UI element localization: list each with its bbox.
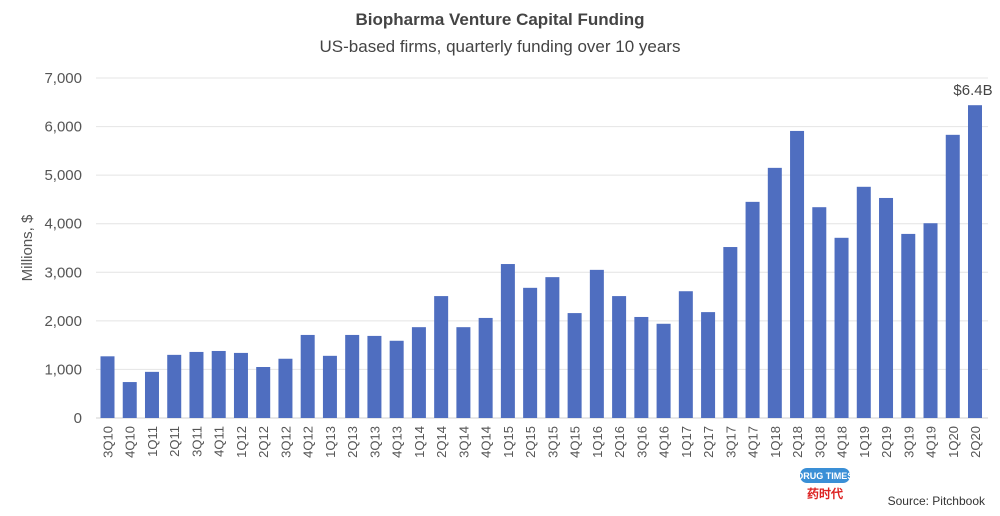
bar-4Q13	[389, 340, 404, 418]
bar-1Q18	[767, 167, 782, 418]
x-tick-label: 1Q11	[145, 426, 160, 457]
bar-2Q20	[968, 105, 982, 418]
bar-1Q19	[856, 186, 871, 418]
x-tick-label: 4Q12	[301, 426, 316, 458]
watermark-line1: DRUG TIMES	[797, 471, 854, 481]
x-tick-label: 4Q13	[390, 426, 405, 458]
bar-1Q16	[589, 269, 604, 418]
bar-1Q20	[945, 134, 960, 419]
chart-subtitle: US-based firms, quarterly funding over 1…	[320, 37, 681, 56]
x-tick-label: 1Q15	[501, 426, 516, 458]
bar-2Q16	[612, 296, 627, 418]
x-tick-label: 3Q11	[189, 426, 204, 457]
x-tick-label: 4Q11	[212, 426, 227, 457]
x-tick-label: 1Q14	[412, 426, 427, 458]
bar-2Q19	[879, 197, 894, 418]
bar-1Q15	[500, 264, 515, 418]
x-tick-label: 3Q15	[545, 426, 560, 458]
x-tick-label: 2Q20	[968, 426, 983, 458]
x-tick-label: 4Q10	[123, 426, 138, 458]
bar-4Q10	[122, 382, 137, 418]
y-tick-label: 6,000	[44, 119, 82, 136]
x-tick-label: 3Q17	[723, 426, 738, 458]
x-tick-label: 1Q16	[590, 426, 605, 458]
x-tick-label: 4Q18	[835, 426, 850, 458]
x-tick-label: 3Q14	[456, 426, 471, 458]
x-tick-label: 1Q13	[323, 426, 338, 458]
bar-3Q16	[634, 316, 649, 418]
x-tick-label: 3Q16	[634, 426, 649, 458]
bar-2Q15	[523, 287, 538, 418]
bar-3Q18	[812, 207, 827, 418]
bar-2Q14	[434, 296, 449, 418]
x-tick-label: 4Q19	[924, 426, 939, 458]
bar-3Q14	[456, 327, 471, 418]
y-tick-label: 7,000	[44, 70, 82, 87]
x-tick-label: 1Q17	[679, 426, 694, 458]
bar-1Q13	[322, 355, 337, 418]
x-tick-label: 1Q18	[768, 426, 783, 458]
x-tick-label: 1Q12	[234, 426, 249, 458]
x-tick-label: 2Q17	[701, 426, 716, 458]
x-tick-label: 2Q11	[167, 426, 182, 457]
bar-4Q11	[211, 350, 226, 418]
x-tick-label: 3Q19	[901, 426, 916, 458]
bar-4Q15	[567, 313, 582, 418]
bar-1Q14	[411, 327, 426, 418]
x-tick-label: 4Q16	[657, 426, 672, 458]
y-tick-label: 5,000	[44, 167, 82, 184]
bar-3Q10	[100, 356, 115, 418]
bar-4Q12	[300, 334, 315, 418]
x-tick-label: 3Q18	[812, 426, 827, 458]
x-tick-label: 1Q20	[946, 426, 961, 458]
x-tick-label: 2Q16	[612, 426, 627, 458]
x-tick-label: 4Q17	[746, 426, 761, 458]
bar-4Q16	[656, 323, 671, 418]
bar-2Q13	[345, 334, 360, 418]
bar-1Q17	[678, 291, 693, 418]
y-tick-label: 1,000	[44, 361, 82, 378]
data-label: $6.4B	[953, 82, 992, 99]
bar-3Q13	[367, 335, 382, 418]
source-note: Source: Pitchbook	[888, 494, 986, 508]
x-tick-label: 3Q13	[367, 426, 382, 458]
x-tick-label: 2Q19	[879, 426, 894, 458]
x-tick-label: 2Q12	[256, 426, 271, 458]
bar-4Q18	[834, 237, 849, 418]
watermark-line2: 药时代	[807, 486, 843, 501]
bar-2Q12	[256, 367, 271, 418]
y-tick-label: 2,000	[44, 313, 82, 330]
y-tick-label: 4,000	[44, 216, 82, 233]
bar-1Q12	[233, 352, 248, 418]
bar-4Q19	[923, 223, 938, 418]
chart-title: Biopharma Venture Capital Funding	[355, 10, 644, 29]
bar-3Q12	[278, 358, 293, 418]
bar-3Q19	[901, 233, 916, 418]
x-tick-label: 2Q14	[434, 426, 449, 458]
bar-3Q17	[723, 247, 738, 418]
x-tick-label: 2Q18	[790, 426, 805, 458]
x-tick-label: 3Q12	[278, 426, 293, 458]
y-axis-label: Millions, $	[19, 214, 36, 281]
bar-3Q15	[545, 277, 560, 418]
bar-2Q17	[701, 312, 716, 418]
bar-4Q17	[745, 201, 760, 418]
bar-1Q11	[144, 371, 159, 418]
bar-2Q18	[790, 130, 805, 418]
x-tick-label: 2Q13	[345, 426, 360, 458]
bar-2Q11	[167, 354, 182, 418]
watermark-logo: DRUG TIMES 药时代	[797, 468, 854, 501]
x-tick-label: 3Q10	[101, 426, 116, 458]
x-tick-label: 4Q14	[479, 426, 494, 458]
y-tick-label: 0	[74, 410, 82, 427]
bar-4Q14	[478, 317, 493, 418]
bar-3Q11	[189, 351, 204, 418]
x-tick-label: 1Q19	[857, 426, 872, 458]
x-tick-label: 2Q15	[523, 426, 538, 458]
x-tick-label: 4Q15	[568, 426, 583, 458]
y-tick-label: 3,000	[44, 264, 82, 281]
